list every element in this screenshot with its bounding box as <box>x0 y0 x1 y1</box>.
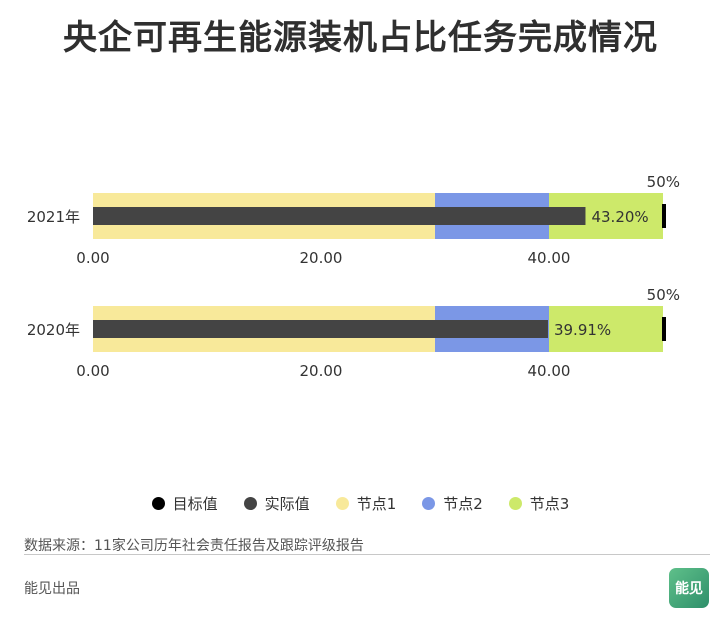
x-tick-label: 20.00 <box>300 362 343 380</box>
legend-label-target: 目标值 <box>172 495 218 513</box>
x-tick-label: 40.00 <box>528 362 571 380</box>
chart-title: 央企可再生能源装机占比任务完成情况 <box>63 18 658 58</box>
category-label: 2020年 <box>27 321 80 339</box>
legend-item-node3[interactable]: 节点3 <box>508 493 570 514</box>
legend-swatch-target <box>151 497 165 510</box>
legend-swatch-actual <box>243 497 257 510</box>
legend-label-node3: 节点3 <box>529 495 570 513</box>
data-source-note: 数据来源：11家公司历年社会责任报告及跟踪评级报告 <box>24 538 364 554</box>
brand-logo: 能见 <box>669 568 709 608</box>
legend-item-node1[interactable]: 节点1 <box>335 493 397 514</box>
x-tick-label: 0.00 <box>76 249 109 267</box>
legend-item-node2[interactable]: 节点2 <box>422 493 483 514</box>
target-value-label: 50% <box>647 286 680 304</box>
bullet-chart: 43.20% 50% 2021年 0.00 20.00 40.00 39.91% 50% 202… <box>27 173 680 380</box>
actual-bar <box>93 320 548 338</box>
target-marker <box>662 317 666 341</box>
x-tick-label: 0.00 <box>76 362 109 380</box>
range-band <box>549 306 663 352</box>
actual-value-label: 43.20% <box>591 208 648 226</box>
target-value-label: 50% <box>647 173 680 191</box>
x-tick-label: 20.00 <box>300 249 343 267</box>
legend-swatch-node1 <box>335 497 349 510</box>
footer-divider <box>24 554 710 555</box>
actual-value-label: 39.91% <box>554 321 611 339</box>
legend-label-node1: 节点1 <box>356 495 397 513</box>
legend-item-target[interactable]: 目标值 <box>151 493 218 514</box>
x-tick-label: 40.00 <box>528 249 571 267</box>
legend-label-node2: 节点2 <box>443 495 483 513</box>
actual-bar <box>93 207 586 225</box>
legend-item-actual[interactable]: 实际值 <box>243 493 310 514</box>
logo-text: 能见 <box>675 581 703 597</box>
category-label: 2021年 <box>27 208 80 226</box>
legend-swatch-node2 <box>422 497 436 510</box>
legend: 目标值 实际值 节点1 节点2 节点3 <box>0 493 721 514</box>
legend-label-actual: 实际值 <box>264 495 310 513</box>
footer-credit: 能见出品 <box>24 581 80 597</box>
legend-swatch-node3 <box>508 497 522 510</box>
target-marker <box>662 204 666 228</box>
